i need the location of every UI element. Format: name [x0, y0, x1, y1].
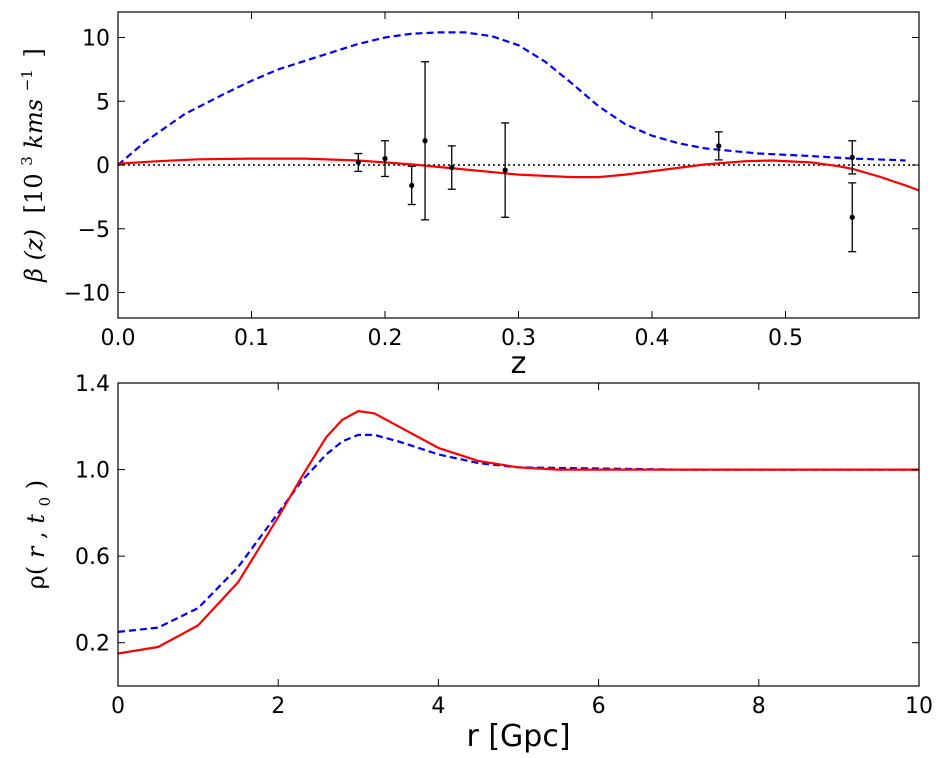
errorbar-point [501, 122, 510, 218]
x-tick-label: 0 [111, 694, 125, 719]
bottom-x-axis-label: r [Gpc] [466, 719, 570, 754]
y-tick-label: 5 [96, 90, 110, 115]
x-tick-label: 6 [592, 694, 606, 719]
x-tick-label: 4 [431, 694, 445, 719]
data-point-marker [382, 156, 388, 162]
x-tick-label: 8 [752, 694, 766, 719]
errorbar-point [848, 140, 857, 175]
ylabel-comma: , [22, 524, 50, 539]
y-tick-label: 1.0 [75, 459, 110, 484]
bottom-plot-frame [117, 382, 920, 687]
data-point-marker [409, 182, 415, 188]
x-tick-label: 10 [905, 694, 933, 719]
errorbar-point [848, 182, 857, 253]
data-point-marker [449, 164, 455, 171]
ylabel-close: ) [22, 480, 50, 489]
y-tick-label: −10 [64, 282, 110, 307]
errorbar-point [381, 140, 389, 178]
y-tick-label: 1.4 [75, 372, 110, 397]
data-point-marker [716, 143, 722, 149]
ylabel-unit-exp2: −1 [18, 69, 36, 91]
data-point-marker [849, 154, 855, 160]
errorbar-point [354, 152, 363, 173]
y-tick-label: −5 [78, 218, 110, 243]
x-tick-label: 0.1 [234, 326, 269, 351]
errorbar-point [407, 165, 416, 206]
ylabel-beta-part: β (z) [20, 229, 48, 283]
x-tick-label: 0.3 [501, 326, 536, 351]
ylabel-unit-exp: 3 [18, 156, 36, 166]
data-point-marker [849, 214, 855, 220]
ylabel-r: r [22, 545, 50, 558]
top-x-axis-label: z [511, 346, 527, 381]
x-tick-label: 0.0 [101, 326, 136, 351]
x-tick-label: 0.5 [768, 326, 803, 351]
x-tick-label: 0.2 [368, 326, 403, 351]
bottom-panel-density: 0 2 4 6 8 10 1.4 1.0 0.6 0.2 r [Gpc] ρ( r , t 0 … [22, 372, 933, 754]
errorbar-point [714, 131, 723, 161]
ylabel-unit-kms: kms [20, 99, 48, 149]
y-tick-label: 0.2 [75, 632, 110, 657]
ylabel-unit-close: ] [20, 48, 48, 57]
series-line-0-0 [117, 31, 906, 166]
y-tick-label: 0.6 [75, 545, 110, 570]
errorbar-point [421, 61, 430, 221]
ylabel-t: t [22, 514, 50, 524]
y-tick-label: 0 [96, 154, 110, 179]
y-tick-label: 10 [82, 27, 110, 52]
x-tick-label: 2 [271, 694, 285, 719]
data-point-marker [502, 167, 508, 173]
top-y-axis-label: β (z) [10 3 kms −1 ] [10, 48, 48, 283]
data-point-marker [422, 138, 428, 144]
series-line-0-1 [117, 157, 920, 192]
ylabel-rho: ρ( [22, 566, 50, 589]
top-panel-beta: 0.0 0.1 0.2 0.3 0.4 0.5 10 5 0 −5 −10 z β (z) [10… [10, 11, 920, 381]
errorbar-point [447, 145, 456, 190]
ylabel-unit-open: [10 [20, 173, 48, 213]
x-tick-label: 0.4 [635, 326, 670, 351]
series-line-1-1 [117, 410, 919, 655]
data-point-marker [355, 159, 361, 166]
series-line-1-0 [117, 433, 919, 633]
ylabel-sub-0: 0 [36, 497, 54, 507]
bottom-y-axis-label: ρ( r , t 0 ) [22, 480, 56, 589]
